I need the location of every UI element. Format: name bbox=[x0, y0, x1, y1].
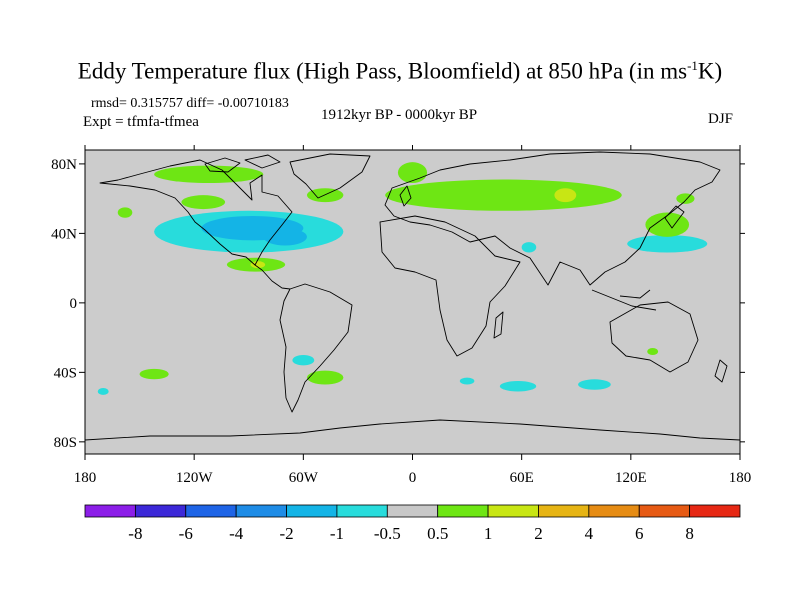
flux-region-18 bbox=[306, 370, 344, 385]
colorbar-label-0: -8 bbox=[128, 524, 142, 543]
colorbar-label-7: 1 bbox=[484, 524, 493, 543]
colorbar-box-0 bbox=[84, 504, 136, 518]
colorbar-box-5 bbox=[336, 504, 388, 518]
x-tick-label-2: 60W bbox=[289, 470, 319, 486]
colorbar-box-9 bbox=[538, 504, 590, 518]
x-tick-label-0: 180 bbox=[74, 470, 97, 486]
coastline-africa bbox=[379, 215, 521, 357]
coastline-greenland bbox=[289, 153, 371, 199]
colorbar-box-10 bbox=[588, 504, 640, 518]
flux-region-16 bbox=[645, 212, 690, 237]
colorbar-box-3 bbox=[235, 504, 287, 518]
colorbar-box-12 bbox=[689, 504, 741, 518]
flux-region-22 bbox=[554, 188, 577, 203]
x-tick-label-3: 0 bbox=[409, 470, 417, 486]
chart-title-superscript: -1 bbox=[687, 58, 698, 73]
flux-region-9 bbox=[521, 242, 537, 253]
colorbar-label-2: -4 bbox=[229, 524, 244, 543]
colorbar-box-8 bbox=[487, 504, 539, 518]
colorbar-label-8: 2 bbox=[534, 524, 543, 543]
flux-region-5 bbox=[499, 381, 537, 392]
colorbar-box-6 bbox=[386, 504, 439, 518]
flux-region-3 bbox=[292, 354, 315, 366]
colorbar-labels: -8 -6 -4 -2 -1 -0.5 0.5 1 2 4 6 8 bbox=[128, 524, 694, 543]
flux-region-4 bbox=[459, 377, 475, 385]
y-tick-label-0: 80N bbox=[51, 157, 77, 173]
season-label: DJF bbox=[708, 111, 734, 127]
coastline-indonesia bbox=[591, 289, 657, 311]
coastline-antarctica bbox=[84, 419, 741, 441]
x-tick-label-1: 120W bbox=[176, 470, 214, 486]
coastline-britain bbox=[399, 185, 412, 207]
rmsd-diff-label: rmsd= 0.315757 diff= -0.00710183 bbox=[91, 96, 289, 111]
experiment-label: Expt = tfmfa-tfmea bbox=[83, 114, 199, 130]
chart-title-end: K) bbox=[697, 58, 723, 84]
flux-region-12 bbox=[181, 195, 226, 210]
chart-title-main: Eddy Temperature flux (High Pass, Bloomf… bbox=[77, 58, 688, 84]
colorbar-label-5: -0.5 bbox=[374, 524, 401, 543]
flux-region-7 bbox=[627, 235, 708, 253]
flux-region-21 bbox=[676, 193, 695, 204]
y-tick-label-2: 0 bbox=[70, 296, 78, 312]
flux-region-2 bbox=[263, 228, 307, 246]
flux-region-23 bbox=[250, 261, 266, 269]
coastlines bbox=[84, 151, 741, 441]
colorbar-label-1: -6 bbox=[179, 524, 193, 543]
y-tick-label-3: 40S bbox=[54, 365, 77, 381]
flux-region-6 bbox=[578, 379, 611, 390]
coastline-madagascar bbox=[493, 311, 504, 339]
y-tick-label-4: 80S bbox=[54, 435, 77, 451]
y-tick-label-1: 40N bbox=[51, 226, 77, 242]
colorbar-label-6: 0.5 bbox=[427, 524, 448, 543]
colorbar bbox=[84, 504, 741, 518]
flux-region-15 bbox=[397, 162, 428, 184]
flux-region-17 bbox=[139, 368, 169, 380]
coastline-south-america bbox=[279, 283, 353, 413]
coastline-eurasia bbox=[384, 151, 721, 286]
colorbar-label-4: -1 bbox=[330, 524, 344, 543]
x-tick-label-4: 60E bbox=[510, 470, 534, 486]
period-label: 1912kyr BP - 0000kyr BP bbox=[321, 107, 478, 123]
colorbar-box-1 bbox=[134, 504, 187, 518]
y-axis: 80N 40N 0 40S 80S bbox=[51, 157, 745, 451]
colorbar-label-3: -2 bbox=[279, 524, 293, 543]
x-tick-label-6: 180 bbox=[729, 470, 752, 486]
colorbar-box-11 bbox=[638, 504, 691, 518]
x-tick-label-5: 120E bbox=[615, 470, 647, 486]
colorbar-label-10: 6 bbox=[635, 524, 644, 543]
flux-regions bbox=[97, 162, 708, 395]
flux-region-19 bbox=[117, 207, 133, 218]
x-axis: 180 120W 60W 0 60E 120E 180 bbox=[74, 145, 752, 486]
colorbar-box-4 bbox=[286, 504, 338, 518]
colorbar-box-2 bbox=[185, 504, 237, 518]
coastline-australia bbox=[609, 301, 699, 373]
coastline-new-zealand bbox=[714, 359, 728, 383]
coastline-japan bbox=[664, 205, 685, 229]
colorbar-label-11: 8 bbox=[685, 524, 694, 543]
flux-region-14 bbox=[385, 179, 622, 211]
colorbar-label-9: 4 bbox=[585, 524, 594, 543]
colorbar-box-7 bbox=[437, 504, 489, 518]
coastline-central-america bbox=[254, 264, 291, 290]
flux-region-10 bbox=[154, 165, 264, 184]
flux-region-8 bbox=[97, 387, 109, 395]
chart-title: Eddy Temperature flux (High Pass, Bloomf… bbox=[0, 58, 800, 85]
coastline-canadian-islands bbox=[204, 154, 281, 173]
flux-region-20 bbox=[647, 348, 659, 355]
